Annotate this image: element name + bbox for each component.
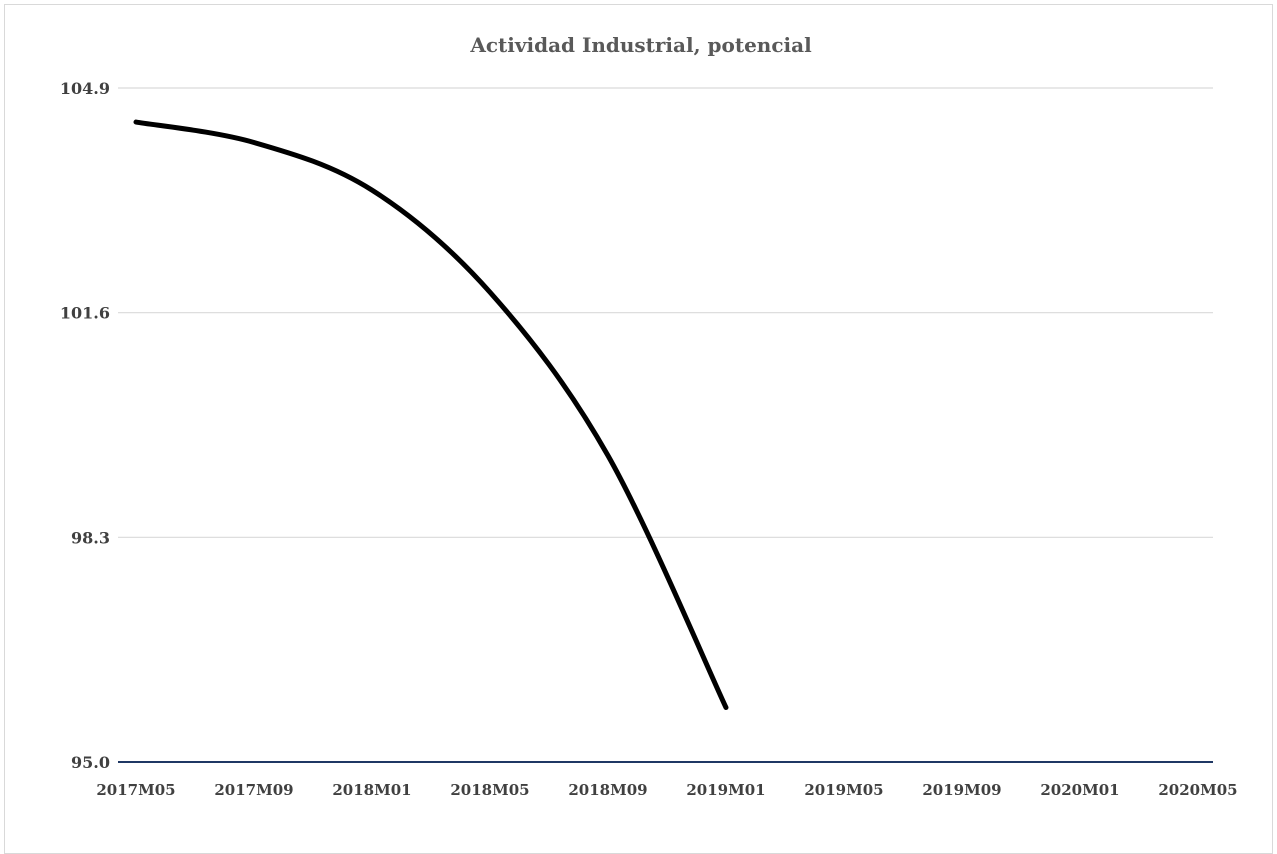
chart-title: Actividad Industrial, potencial: [469, 33, 812, 57]
x-tick-label: 2017M05: [96, 781, 175, 799]
x-tick-label: 2018M05: [450, 781, 529, 799]
x-tick-label: 2017M09: [214, 781, 293, 799]
x-tick-label: 2018M01: [332, 781, 411, 799]
x-tick-label: 2019M05: [804, 781, 883, 799]
y-tick-label: 104.9: [60, 79, 110, 98]
x-tick-label: 2020M01: [1040, 781, 1119, 799]
y-tick-label: 98.3: [71, 528, 110, 547]
y-tick-label: 101.6: [60, 304, 110, 323]
x-tick-label: 2019M09: [922, 781, 1001, 799]
y-tick-label: 95.0: [71, 753, 110, 772]
x-axis-ticks: 2017M05 2017M09 2018M01 2018M05 2018M09 2019M…: [96, 781, 1237, 799]
gridlines: [118, 87, 1213, 763]
chart-frame: [4, 4, 1273, 854]
series-group: [133, 119, 729, 711]
series-line: [133, 119, 729, 711]
x-tick-label: 2018M09: [568, 781, 647, 799]
x-tick-label: 2019M01: [686, 781, 765, 799]
y-axis-ticks: 104.9 101.6 98.3 95.0: [60, 79, 110, 772]
x-tick-label: 2020M05: [1158, 781, 1237, 799]
